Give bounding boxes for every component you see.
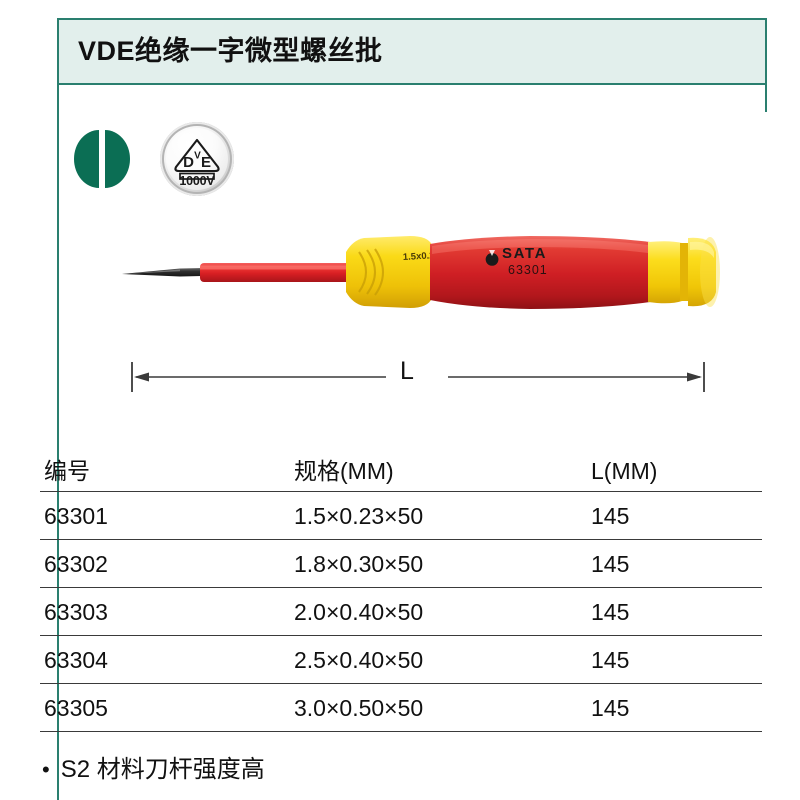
split-circle-left-half (74, 130, 99, 188)
svg-text:SATA: SATA (502, 245, 547, 262)
frame-rail-left (57, 18, 59, 800)
cell-code: 63305 (44, 695, 108, 721)
vde-voltage-label: 1000V (179, 173, 215, 188)
page-title: VDE绝缘一字微型螺丝批 (78, 36, 383, 66)
cell-length: 145 (591, 695, 630, 721)
dimension-label-L: L (400, 357, 414, 385)
cell-length: 145 (591, 599, 630, 625)
cell-code: 63304 (44, 647, 108, 673)
cell-length: 145 (591, 503, 630, 529)
cell-spec: 3.0×0.50×50 (294, 695, 424, 721)
cell-length: 145 (591, 551, 630, 577)
bullet-icon: • (42, 757, 50, 782)
handle-model-text: 63301 (508, 263, 548, 277)
cell-length: 145 (591, 647, 630, 673)
table-row: 63303 2.0×0.40×50 145 (40, 588, 762, 636)
column-header-length: L(MM) (591, 458, 658, 484)
product-illustration: 1.5x0.23x50 SATA 63301 (110, 228, 730, 328)
vde-triangle-icon: D V E (174, 138, 220, 180)
vde-1000v-badge: D V E 1000V (160, 122, 234, 196)
cell-spec: 2.5×0.40×50 (294, 647, 424, 673)
feature-note-text: S2 材料刀杆强度高 (60, 756, 265, 783)
feature-note: • S2 材料刀杆强度高 (42, 758, 265, 782)
table-header-row: 编号 规格(MM) L(MM) (40, 452, 762, 492)
sata-logo: SATA (485, 245, 547, 266)
certification-badge-row: D V E 1000V (57, 122, 234, 196)
split-circle-right-half (105, 130, 130, 188)
column-header-code: 编号 (44, 458, 90, 484)
column-header-spec: 规格(MM) (294, 458, 394, 484)
cell-code: 63303 (44, 599, 108, 625)
cell-spec: 2.0×0.40×50 (294, 599, 424, 625)
table-row: 63301 1.5×0.23×50 145 (40, 492, 762, 540)
svg-text:D: D (183, 154, 194, 171)
length-dimension-line: L (128, 358, 708, 400)
vde-badge-inner: D V E 1000V (166, 128, 228, 190)
table-row: 63304 2.5×0.40×50 145 (40, 636, 762, 684)
svg-text:E: E (201, 154, 211, 171)
cell-spec: 1.5×0.23×50 (294, 503, 424, 529)
title-banner: VDE绝缘一字微型螺丝批 (57, 18, 767, 85)
svg-text:V: V (194, 151, 201, 162)
split-green-circle-icon (74, 130, 130, 188)
table-row: 63302 1.8×0.30×50 145 (40, 540, 762, 588)
spec-table: 编号 规格(MM) L(MM) 63301 1.5×0.23×50 145 63… (40, 452, 762, 732)
cell-spec: 1.8×0.30×50 (294, 551, 424, 577)
cell-code: 63301 (44, 503, 108, 529)
cell-code: 63302 (44, 551, 108, 577)
table-row: 63305 3.0×0.50×50 145 (40, 684, 762, 732)
